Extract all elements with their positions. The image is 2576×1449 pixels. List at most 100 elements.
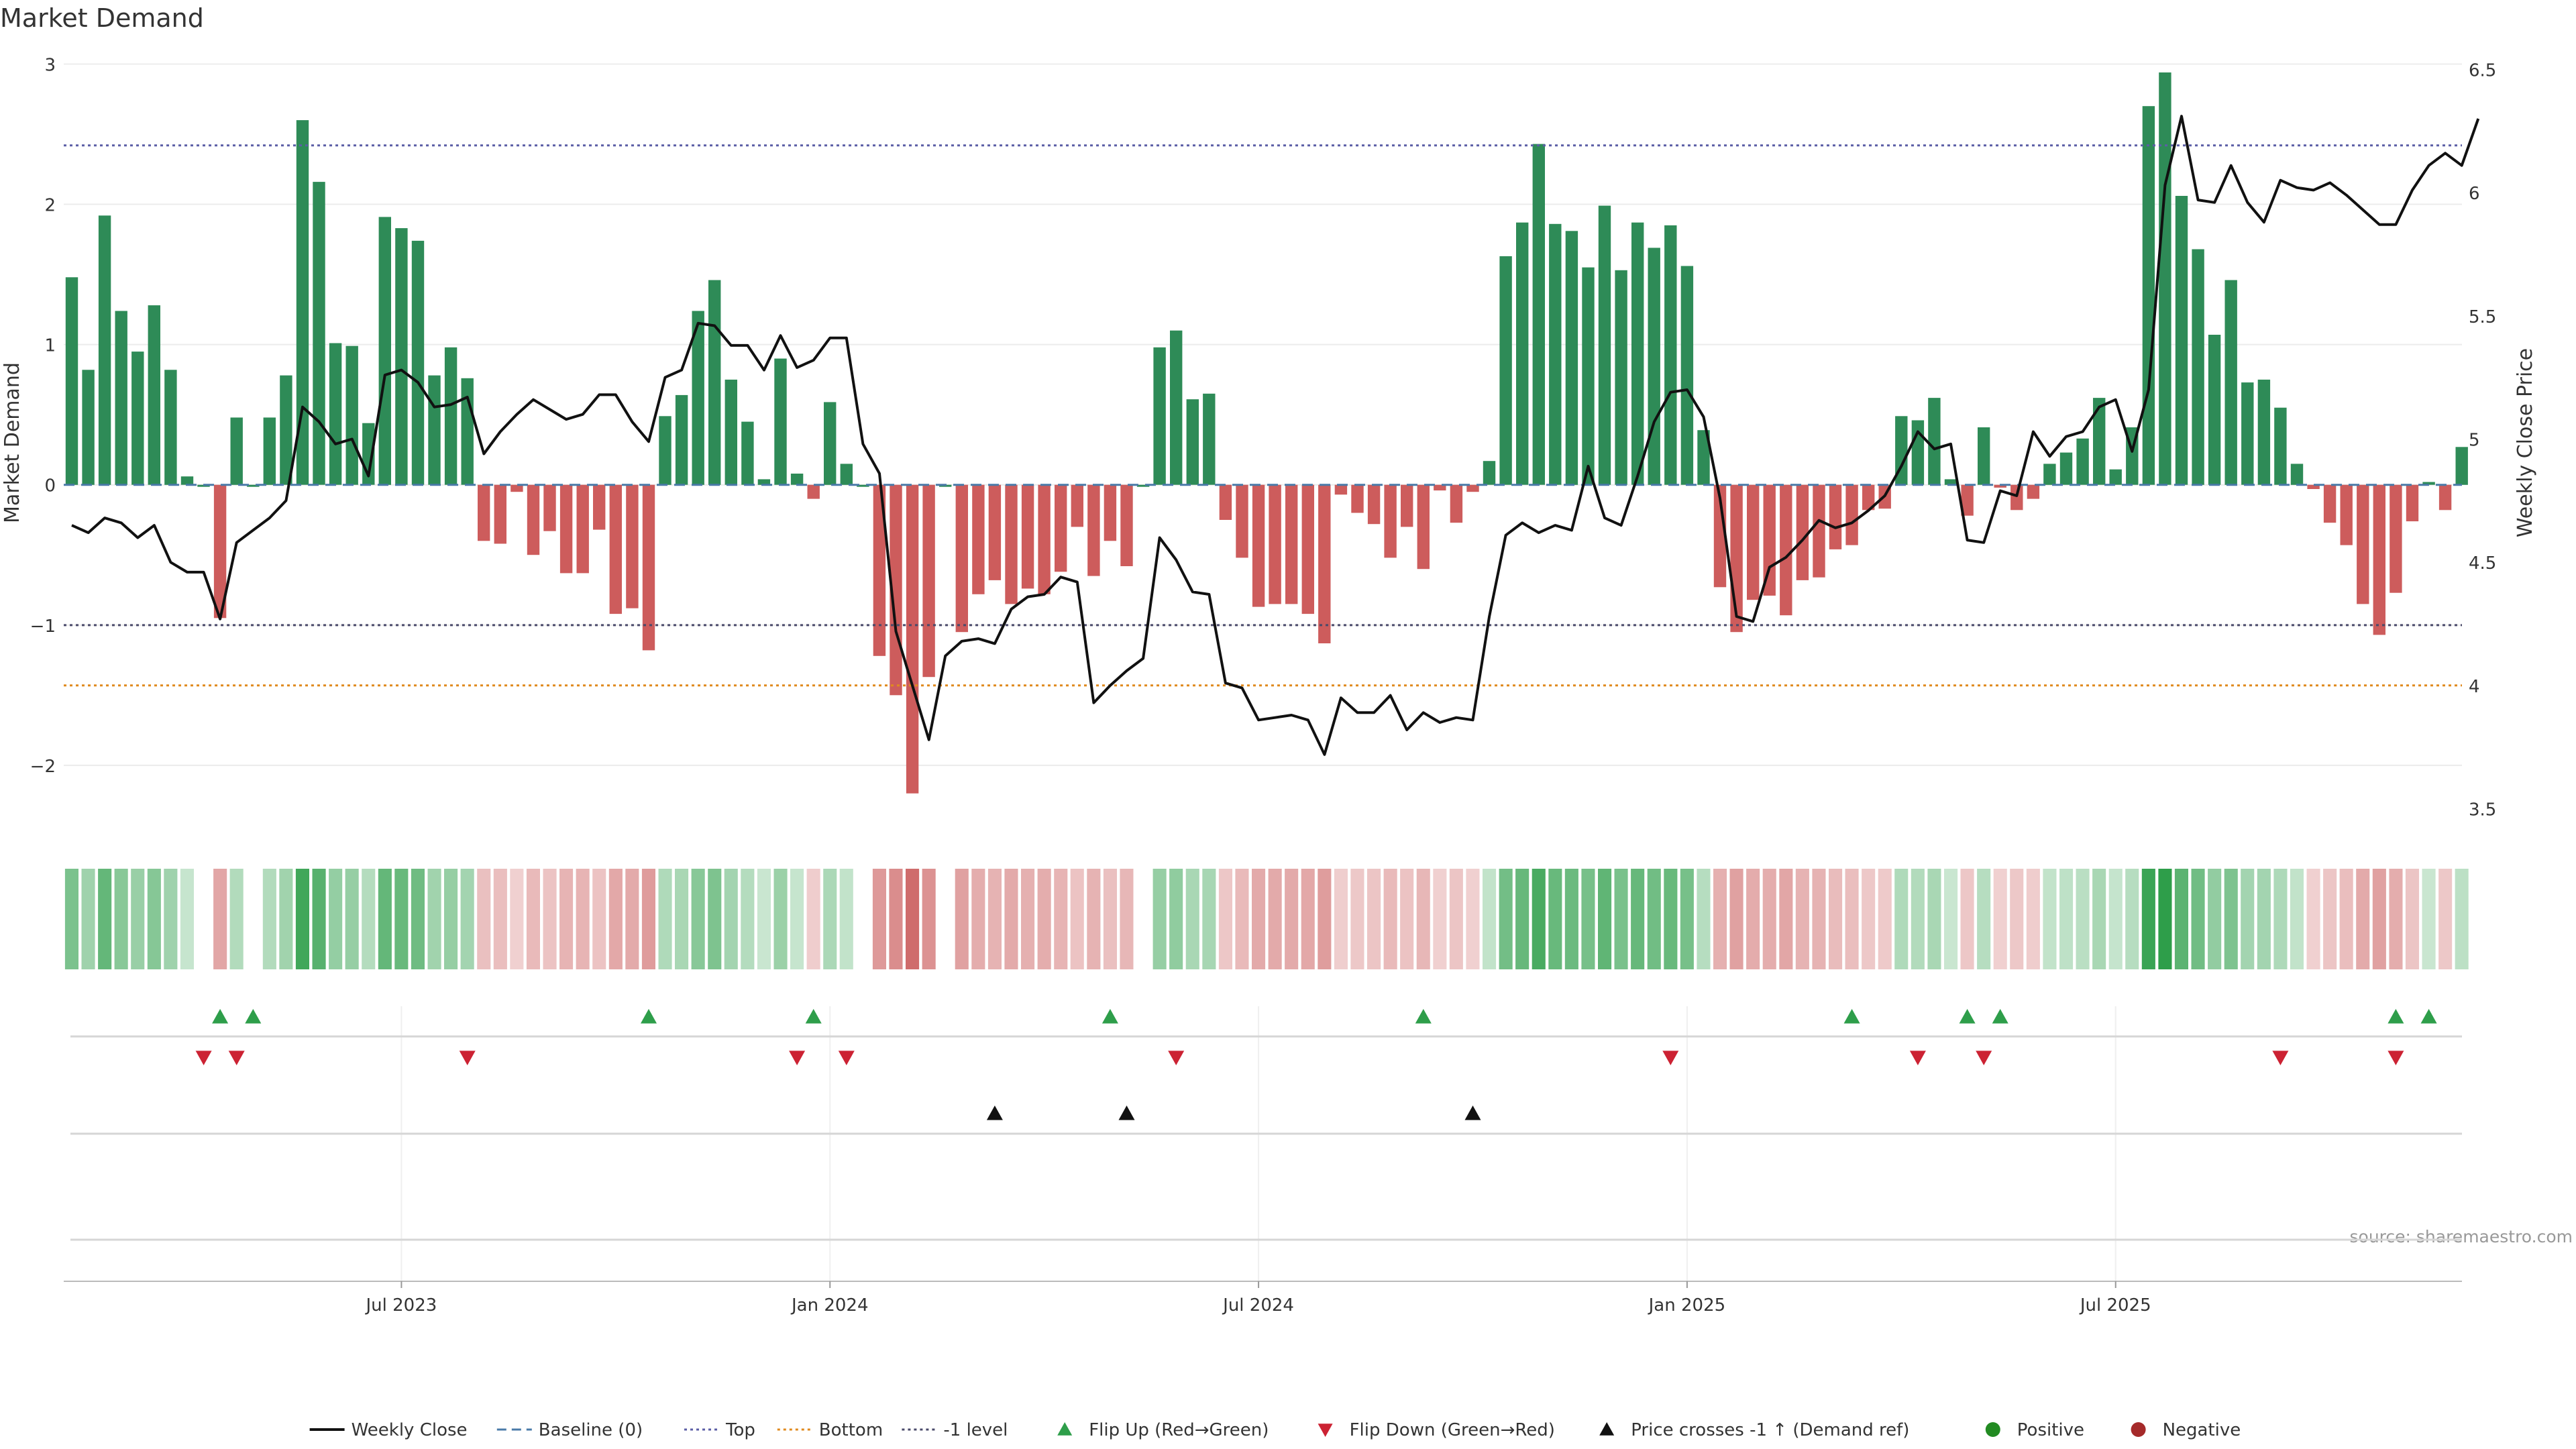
demand-bar [757,479,771,485]
y2-axis-label: Weekly Close Price [2514,348,2537,537]
demand-bar [922,484,935,678]
demand-bar [1021,484,1034,589]
demand-strip-cell [1581,869,1595,969]
demand-strip-cell [1829,869,1843,969]
demand-bar [1565,231,1578,485]
demand-strip-cell [1812,869,1826,969]
flip-up-marker [1415,1009,1432,1024]
flip-down-marker [195,1051,212,1065]
demand-strip-cell [2356,869,2370,969]
demand-strip-cell [2076,869,2090,969]
demand-strip-cell [229,869,244,969]
demand-strip-cell [1795,869,1809,969]
demand-bar [2109,469,2122,485]
demand-strip-cell [906,869,920,969]
demand-strip-cell [262,869,276,969]
demand-strip-cell [741,869,755,969]
chart-title: Market Demand [0,3,204,33]
demand-strip-cell [1004,869,1018,969]
demand-strip-cell [345,869,359,969]
legend-swatch-triangle [1318,1424,1333,1437]
demand-bar [1483,461,1496,485]
axes-layer: 3 2 1 0 −1 −2 6.5 6 5.5 5 4.5 4 3.5 Jul 2023 Jan 2024 J… [30,55,2497,1316]
demand-bar [1713,484,1727,588]
demand-strip-cell [1021,869,1035,969]
demand-strip-cell [1334,869,1348,969]
demand-bar [642,484,655,651]
demand-strip-cell [1483,869,1497,969]
demand-bar [724,379,737,485]
demand-bar [824,402,837,485]
demand-bar [708,280,721,485]
demand-bar [1862,484,1875,511]
demand-strip-cell [1779,869,1793,969]
demand-bar [1615,270,1627,485]
flip-up-marker [212,1009,229,1024]
legend-swatch-circle [1985,1422,2000,1437]
demand-bar [1301,484,1314,614]
demand-bar [2241,382,2254,485]
demand-strip-cell [1746,869,1760,969]
demand-bar [2208,335,2221,485]
demand-bar [1598,205,1611,485]
demand-strip-cell [757,869,771,969]
demand-bar [807,484,820,499]
demand-bar [1153,347,1166,485]
legend-item: Flip Up (Red→Green) [1057,1420,1269,1440]
demand-bar [988,484,1002,580]
demand-strip-cell [1713,869,1727,969]
demand-strip-cell [1235,869,1249,969]
demand-strip-cell [2092,869,2106,969]
price-cross-marker [1118,1106,1135,1120]
demand-bar [1236,484,1248,558]
demand-strip-cell [1054,869,1068,969]
demand-strip-cell [147,869,161,969]
flip-up-marker [805,1009,822,1024]
demand-strip-cell [2273,869,2288,969]
y2-tick-label: 4 [2469,677,2480,697]
demand-bar [1516,222,1529,485]
legend-item: Price crosses -1 ↑ (Demand ref) [1599,1420,1909,1440]
demand-bar [1895,416,1908,485]
source-text: source: sharemaestro.com [2350,1227,2573,1246]
flip-down-marker [1168,1051,1185,1065]
weekly-close-line-group [71,115,2480,756]
demand-strip-cell [1120,869,1134,969]
demand-bar [1499,256,1512,485]
demand-bar [213,484,227,619]
demand-strip-cell [1136,869,1150,969]
flip-down-marker [789,1051,806,1065]
demand-bar [1434,484,1446,491]
demand-bar [1532,144,1545,485]
demand-strip-cell [1515,869,1529,969]
flip-up-marker [1959,1009,1976,1024]
demand-bar [1401,484,1413,527]
demand-strip-cell [1350,869,1364,969]
flip-down-marker [228,1051,245,1065]
demand-strip-cell [2043,869,2057,969]
demand-bar [1631,222,1644,485]
demand-bar [1466,484,1479,492]
demand-bar [1813,484,1825,578]
demand-strip-cell [2389,869,2403,969]
demand-bar [131,352,144,485]
demand-bar [2406,484,2419,522]
demand-bar [543,484,556,531]
demand-bar [1961,484,1974,516]
demand-bar [115,311,127,485]
demand-bar [1648,248,1660,485]
legend-label: Negative [2163,1420,2241,1440]
flip-up-marker [2387,1009,2404,1024]
demand-bar [329,343,342,485]
legend-item: Flip Down (Green→Red) [1318,1420,1555,1440]
demand-strip-cell [724,869,738,969]
demand-strip-cell [675,869,689,969]
demand-strip-cell [1960,869,1974,969]
demand-strip-cell [164,869,178,969]
demand-strip-cell [2208,869,2222,969]
demand-bar [2224,280,2237,485]
y2-tick-label: 5.5 [2469,307,2496,327]
demand-strip-cell [1268,869,1282,969]
demand-bar [65,277,78,485]
demand-bar [2142,106,2155,485]
